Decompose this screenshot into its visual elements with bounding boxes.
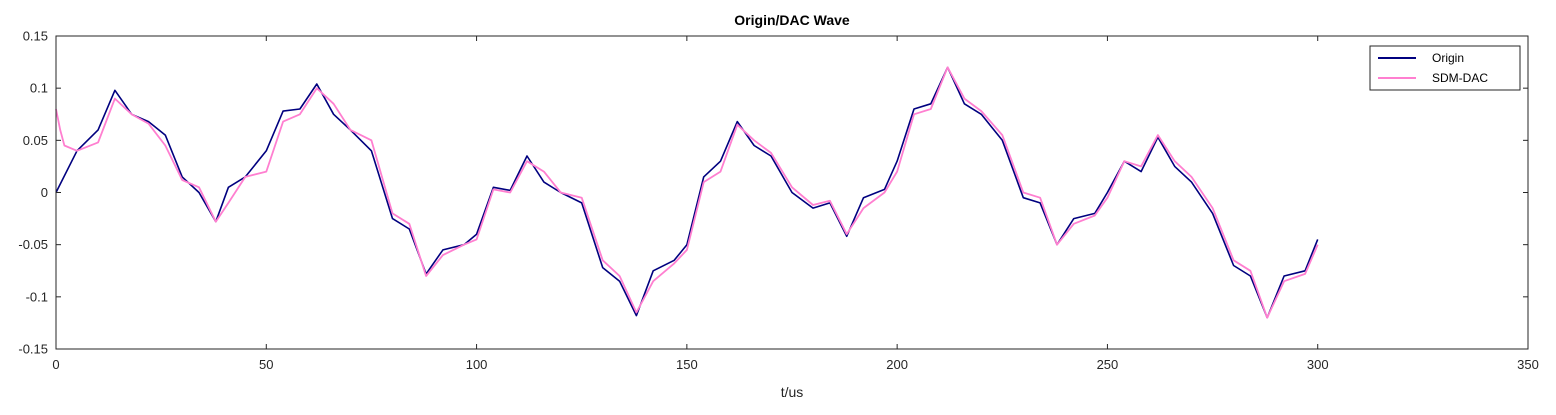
x-tick-label: 200 (886, 357, 908, 372)
y-tick-label: 0.05 (23, 133, 48, 148)
tick-layer: 0 50 100 150 200 250 300 350 -0.15 -0.1 -0.05 0 0.05… (18, 29, 1538, 373)
y-tick-label: 0.15 (23, 29, 48, 44)
y-tick-label: -0.1 (26, 289, 48, 304)
series-layer (55, 66, 1319, 319)
x-tick-label: 50 (259, 357, 273, 372)
y-tick-label: 0 (41, 185, 48, 200)
x-tick-label: 300 (1307, 357, 1329, 372)
y-tick-label: -0.05 (18, 237, 48, 252)
chart-title: Origin/DAC Wave (734, 12, 850, 28)
x-tick-label: 250 (1097, 357, 1119, 372)
legend[interactable]: Origin SDM-DAC (1369, 45, 1521, 91)
x-axis-label: t/us (781, 384, 804, 400)
plot-frame (55, 35, 1529, 350)
x-tick-label: 350 (1517, 357, 1539, 372)
x-tick-label: 150 (676, 357, 698, 372)
y-tick-label: 0.1 (30, 81, 48, 96)
y-tick-label: -0.15 (18, 342, 48, 357)
legend-label-origin: Origin (1432, 51, 1464, 65)
series-line-sdm-dac (55, 66, 1319, 319)
x-tick-label: 100 (466, 357, 488, 372)
x-tick-label: 0 (52, 357, 59, 372)
series-line-origin (55, 66, 1319, 319)
legend-box (1369, 45, 1521, 91)
legend-label-sdm-dac: SDM-DAC (1432, 71, 1488, 85)
